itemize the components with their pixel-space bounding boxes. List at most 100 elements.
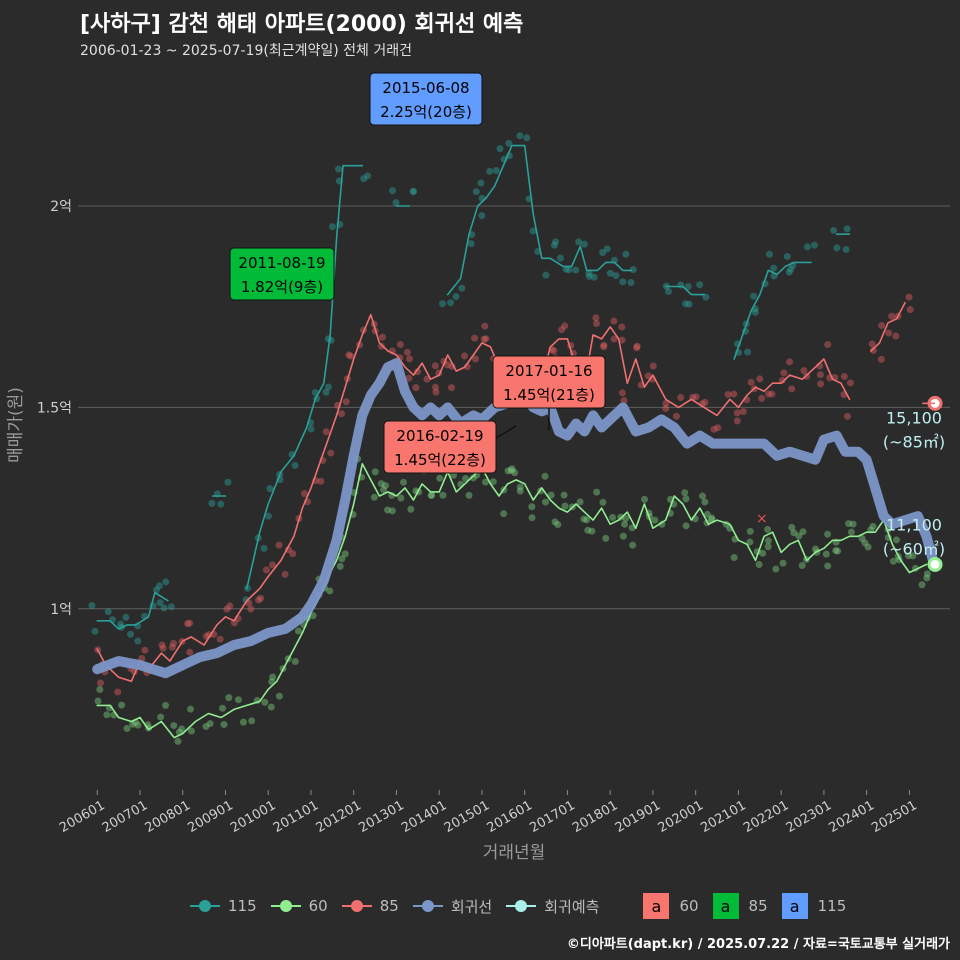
transaction-dot (129, 720, 137, 728)
transaction-dot (869, 522, 877, 530)
transaction-dot (447, 299, 455, 307)
transaction-dot (878, 321, 886, 329)
transaction-dot (847, 528, 855, 536)
transaction-dot (364, 172, 372, 180)
legend-label: 115 (817, 897, 847, 915)
transaction-dot (186, 619, 194, 627)
transaction-dot (378, 333, 386, 341)
legend-item-85[interactable]: 85 (341, 897, 399, 915)
transaction-dot (756, 375, 764, 383)
transaction-dot (405, 374, 413, 382)
transaction-dot (701, 498, 709, 506)
transaction-dot (118, 701, 126, 709)
series-line-115 (96, 144, 851, 630)
callout-2016-02-19: 2016-02-19 1.45억(22층) (383, 420, 517, 474)
legend-box-icon: a (712, 893, 739, 919)
y-tick-label: 2억 (50, 199, 72, 215)
transaction-dot (406, 355, 414, 363)
transaction-dot (580, 240, 588, 248)
transaction-dot (294, 627, 302, 635)
transaction-dot (783, 252, 791, 260)
x-tick-label: 201201 (314, 798, 364, 836)
transaction-dot (633, 344, 641, 352)
transaction-dot (858, 534, 866, 542)
transaction-dot (257, 594, 265, 602)
transaction-dot (701, 398, 709, 406)
transaction-dot (384, 506, 392, 514)
legend-item-regression[interactable]: 회귀선 (412, 896, 492, 917)
transaction-dot (629, 266, 637, 274)
callout-date: 2015-06-08 (382, 79, 469, 97)
transaction-dot (817, 380, 825, 388)
source-caption: ©디아파트(dapt.kr) / 2025.07.22 / 자료=국토교통부 실… (566, 937, 950, 952)
transaction-dot (552, 238, 560, 246)
prediction-value-label: 15,100 (886, 408, 942, 427)
transaction-dot (516, 132, 524, 140)
transaction-dot (174, 737, 182, 745)
transaction-dot (885, 329, 893, 337)
x-tick-label: 202301 (784, 798, 834, 836)
transaction-dot (187, 705, 195, 713)
transaction-dot (575, 238, 583, 246)
transaction-dot (388, 507, 396, 515)
transaction-dot (267, 703, 275, 711)
legend-box-85[interactable]: a 85 (712, 893, 768, 919)
transaction-dot (123, 725, 131, 733)
transaction-dot (758, 394, 766, 402)
transaction-dot (610, 317, 618, 325)
transaction-dot (739, 407, 747, 415)
transaction-dot (746, 527, 754, 535)
transaction-dot (103, 711, 111, 719)
legend-item-115[interactable]: 115 (190, 897, 257, 915)
x-tick-label: 200701 (100, 798, 150, 836)
transaction-dot (170, 722, 178, 730)
transaction-dot (239, 718, 247, 726)
transaction-dot (505, 139, 513, 147)
transaction-dot (338, 555, 346, 563)
transaction-dot (223, 605, 231, 613)
x-tick-label: 202101 (698, 798, 748, 836)
transaction-dot (788, 385, 796, 393)
callout-2017-01-16: 2017-01-16 1.45억(21층) (492, 355, 606, 430)
x-tick-label: 200601 (57, 798, 107, 836)
transaction-dot (755, 561, 763, 569)
legend-box-115[interactable]: a 115 (781, 893, 847, 919)
legend-item-60[interactable]: 60 (270, 897, 328, 915)
transaction-dot (452, 293, 460, 301)
legend-box-60[interactable]: a 60 (643, 893, 699, 919)
callout-date: 2016-02-19 (396, 427, 483, 445)
transaction-dot (846, 379, 854, 387)
transaction-dot (336, 562, 344, 570)
transaction-dot (702, 293, 710, 301)
transaction-dot (703, 510, 711, 518)
chart-title: [사하구] 감천 해태 아파트(2000) 회귀선 예측 (80, 12, 524, 37)
legend-item-prediction[interactable]: 회귀예측 (506, 896, 599, 917)
transaction-dot (682, 495, 690, 503)
transaction-dot (618, 389, 626, 397)
transaction-dot (431, 362, 439, 370)
transaction-dot (225, 694, 233, 702)
transaction-dot (377, 480, 385, 488)
transaction-dot (550, 347, 558, 355)
transaction-dot (750, 292, 758, 300)
x-tick-label: 200801 (143, 798, 193, 836)
transaction-dot (612, 272, 620, 280)
transaction-dot (471, 334, 479, 342)
transaction-dot (816, 371, 824, 379)
transaction-dot (152, 586, 160, 594)
transaction-dot (134, 637, 142, 645)
transaction-dot (516, 483, 524, 491)
transaction-dot (248, 717, 256, 725)
transaction-dot (324, 335, 332, 343)
transaction-dot (584, 526, 592, 534)
transaction-dot (281, 570, 289, 578)
transaction-dot (88, 602, 96, 610)
legend-key-icon (190, 899, 220, 913)
prediction-area-label: (~85㎡) (883, 432, 945, 451)
transaction-dot (696, 281, 704, 289)
legend-key-icon (412, 899, 443, 913)
transaction-dot (610, 335, 618, 343)
transaction-dot (114, 688, 122, 696)
transaction-dot (500, 510, 508, 518)
